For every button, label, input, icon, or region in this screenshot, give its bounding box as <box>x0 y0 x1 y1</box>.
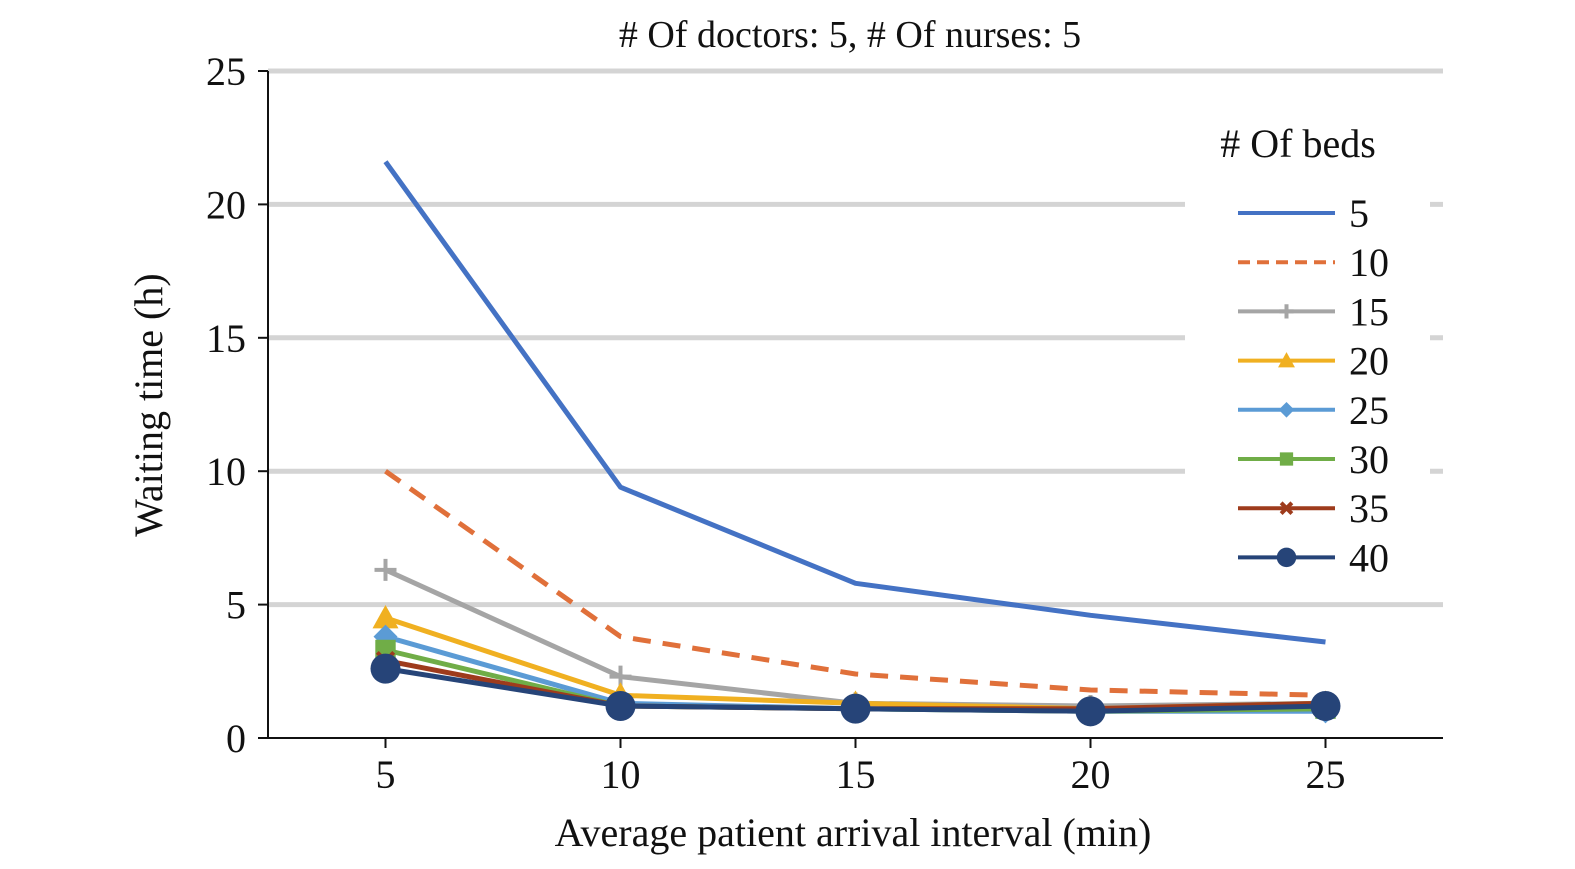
y-tick-label: 25 <box>206 49 246 94</box>
series-lines <box>370 160 1341 727</box>
data-point-marker <box>1278 402 1295 418</box>
legend-item-10: 10 <box>1238 240 1389 285</box>
legend-label: 30 <box>1349 437 1389 482</box>
data-point-marker <box>370 653 401 684</box>
legend-label: 10 <box>1349 240 1389 285</box>
x-tick-label: 20 <box>1071 752 1111 797</box>
legend-item-35: 35 <box>1238 486 1389 531</box>
x-tick-label: 25 <box>1306 752 1346 797</box>
legend-item-20: 20 <box>1238 339 1389 384</box>
x-tick-label: 10 <box>601 752 641 797</box>
legend-item-15: 15 <box>1238 289 1389 334</box>
x-axis-label: Average patient arrival interval (min) <box>555 810 1152 855</box>
legend-label: 25 <box>1349 388 1389 433</box>
y-tick-label: 0 <box>226 716 246 761</box>
data-point-marker <box>1279 304 1294 319</box>
x-tick-label: 15 <box>836 752 876 797</box>
legend-label: 15 <box>1349 289 1389 334</box>
y-tick-label: 20 <box>206 182 246 227</box>
legend-label: 5 <box>1349 191 1369 236</box>
data-point-marker <box>1278 352 1295 368</box>
data-point-marker <box>372 604 399 629</box>
chart-title: # Of doctors: 5, # Of nurses: 5 <box>619 14 1081 56</box>
data-point-marker <box>605 690 636 721</box>
legend-label: 20 <box>1349 339 1389 384</box>
data-point-marker <box>374 558 397 581</box>
data-point-marker <box>840 693 871 724</box>
y-tick-label: 15 <box>206 316 246 361</box>
y-tick-label: 10 <box>206 449 246 494</box>
series-line <box>384 469 1326 698</box>
legend-label: 40 <box>1349 535 1389 580</box>
series-10 <box>384 469 1326 698</box>
series-40 <box>370 653 1341 727</box>
legend-title: # Of beds <box>1220 121 1376 166</box>
series-5 <box>383 160 1326 645</box>
x-tick-label: 5 <box>376 752 396 797</box>
data-point-marker <box>1310 690 1341 721</box>
series-line <box>383 160 1326 645</box>
data-point-marker <box>1075 696 1106 727</box>
legend-label: 35 <box>1349 486 1389 531</box>
legend-item-40: 40 <box>1238 535 1389 580</box>
legend-background <box>1185 112 1430 582</box>
y-axis-label: Waiting time (h) <box>126 273 171 536</box>
legend-item-25: 25 <box>1238 388 1389 433</box>
data-point-marker <box>1279 452 1294 466</box>
y-tick-label: 5 <box>226 583 246 628</box>
legend-item-30: 30 <box>1238 437 1389 482</box>
data-point-marker <box>1276 547 1297 568</box>
legend-item-5: 5 <box>1238 191 1369 236</box>
data-point-marker <box>1279 501 1294 515</box>
